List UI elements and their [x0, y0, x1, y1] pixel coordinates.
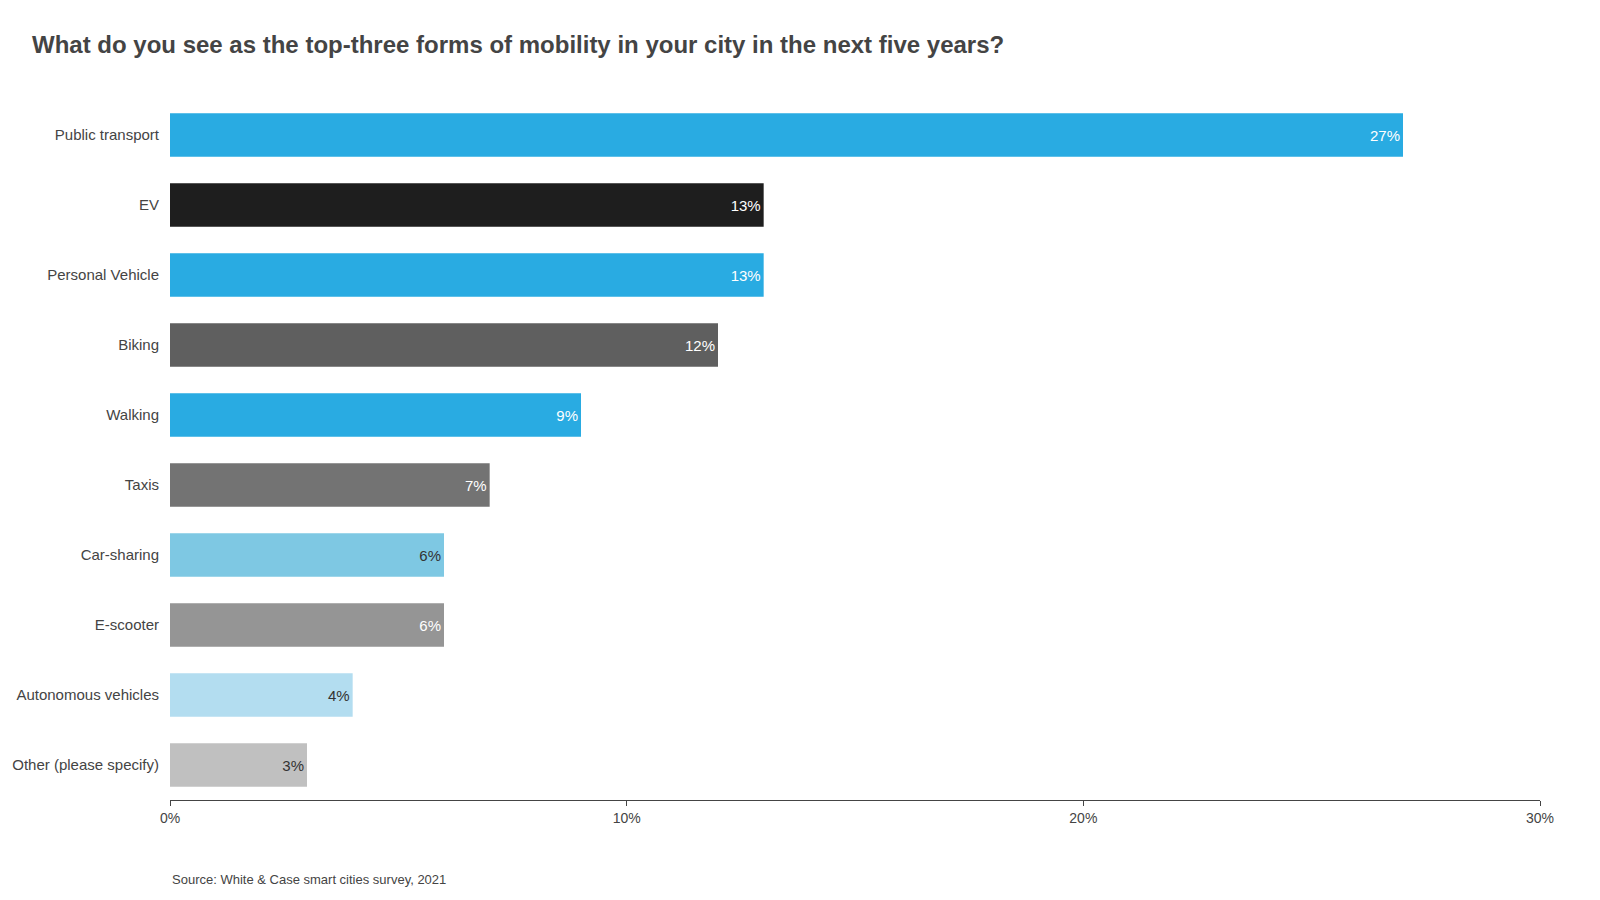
svg-text:Source: White & Case smart cit: Source: White & Case smart cities survey…: [172, 872, 446, 887]
svg-text:Personal Vehicle: Personal Vehicle: [47, 266, 159, 283]
svg-text:Taxis: Taxis: [125, 476, 159, 493]
svg-text:3%: 3%: [282, 757, 304, 774]
svg-text:Public transport: Public transport: [55, 126, 160, 143]
svg-text:EV: EV: [139, 196, 159, 213]
svg-text:7%: 7%: [465, 477, 487, 494]
svg-text:6%: 6%: [419, 617, 441, 634]
svg-text:6%: 6%: [419, 547, 441, 564]
svg-text:Autonomous vehicles: Autonomous vehicles: [16, 686, 159, 703]
svg-text:What do you see as the top-thr: What do you see as the top-three forms o…: [32, 31, 1004, 58]
svg-text:30%: 30%: [1526, 810, 1554, 826]
svg-text:9%: 9%: [556, 407, 578, 424]
svg-text:27%: 27%: [1370, 127, 1400, 144]
svg-text:Other (please specify): Other (please specify): [12, 756, 159, 773]
svg-text:Walking: Walking: [106, 406, 159, 423]
svg-text:12%: 12%: [685, 337, 715, 354]
svg-text:4%: 4%: [328, 687, 350, 704]
svg-text:0%: 0%: [160, 810, 180, 826]
svg-text:20%: 20%: [1069, 810, 1097, 826]
svg-text:Car-sharing: Car-sharing: [81, 546, 159, 563]
svg-text:13%: 13%: [731, 197, 761, 214]
svg-text:E-scooter: E-scooter: [95, 616, 159, 633]
svg-text:10%: 10%: [613, 810, 641, 826]
svg-text:Biking: Biking: [118, 336, 159, 353]
svg-text:13%: 13%: [731, 267, 761, 284]
